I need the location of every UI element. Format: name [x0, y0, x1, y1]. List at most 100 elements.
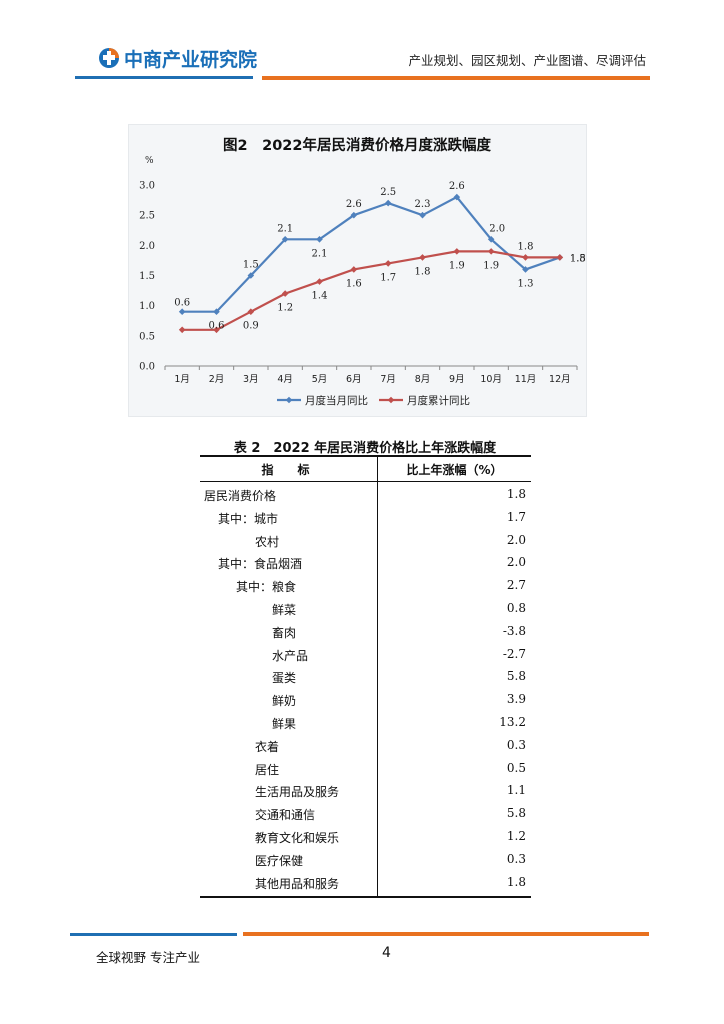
series-2-point: [178, 326, 186, 334]
table-row: 蛋类 5.8: [200, 669, 531, 691]
table-row-label: 居民消费价格: [204, 489, 277, 503]
table-row: 其他用品和服务 1.8: [200, 875, 531, 897]
series-2-point: [384, 260, 392, 267]
footer-slogan: 全球视野 专注产业: [96, 950, 200, 965]
table-row-value: 0.3: [506, 737, 526, 752]
y-tick-label: 1.0: [139, 301, 155, 312]
table-row-label: 鲜奶: [272, 694, 297, 709]
x-tick-label: 6月: [346, 374, 362, 385]
table-row-label: 其中：粮食: [236, 580, 297, 595]
logo-mark-icon: [98, 47, 120, 69]
table-row-value: 2.0: [506, 555, 526, 570]
series-2-data-label: 1.6: [346, 278, 362, 289]
table-row: 居民消费价格 1.8: [200, 487, 531, 509]
table-header-value: 比上年涨幅（%）: [406, 463, 503, 477]
x-tick-label: 8月: [415, 374, 431, 385]
series-1-data-label: 1.5: [570, 253, 586, 264]
table-row-label: 居住: [255, 762, 280, 777]
table-row: 鲜奶 3.9: [200, 692, 531, 714]
series-1-data-label: 2.6: [346, 199, 362, 210]
series-line-1: [182, 195, 561, 313]
series-2-data-label: 0.9: [243, 321, 259, 332]
x-tick-label: 1月: [174, 374, 190, 385]
series-2-point: [487, 248, 495, 255]
series-1-point: [350, 211, 358, 219]
footer-divider-orange: [243, 932, 649, 936]
series-1-point: [213, 308, 220, 315]
table-row: 衣着 0.3: [200, 738, 531, 760]
y-axis-unit: %: [145, 156, 154, 166]
series-1-data-label: 0.6: [209, 321, 225, 332]
chart-svg: 图2 2022年居民消费价格月度涨跌幅度% 0.0 0.5 1.0 1.5 2.0 2.5 3…: [139, 136, 586, 407]
table-row: 畜肉 -3.8: [200, 624, 531, 646]
x-tick-label: 12月: [549, 374, 571, 385]
table-row: 生活用品及服务 1.1: [200, 783, 531, 805]
series-2-data-label: 1.2: [277, 303, 293, 314]
series-line-2: [182, 250, 560, 331]
table-row: 其中：粮食 2.7: [200, 578, 531, 600]
table-row-label: 鲜果: [272, 717, 297, 731]
table-bottom-rule: [200, 896, 531, 898]
series-1-point: [281, 236, 289, 243]
x-tick-label: 11月: [515, 374, 537, 385]
table-row-label: 交通和通信: [255, 808, 316, 823]
table-row-label: 其中：食品烟酒: [218, 557, 303, 572]
table-row-value: 13.2: [499, 715, 526, 729]
y-tick-label: 0.5: [139, 331, 155, 342]
table-row-label: 农村: [255, 534, 280, 549]
series-2-point: [419, 254, 426, 261]
table-row: 农村 2.0: [200, 533, 531, 555]
table-row-value: 1.8: [506, 487, 526, 501]
header-divider-orange: [262, 76, 650, 80]
table-row-label: 教育文化和娱乐: [255, 831, 340, 845]
table-row-label: 鲜菜: [272, 603, 297, 617]
series-1-point: [178, 308, 186, 315]
series-1-data-label: 2.5: [380, 187, 396, 198]
table-row-label: 其中：城市: [218, 511, 279, 526]
table-row: 鲜果 13.2: [200, 715, 531, 737]
table-row-value: 5.8: [506, 669, 526, 684]
table-row: 其中：城市 1.7: [200, 510, 531, 532]
series-1-data-label: 2.1: [277, 223, 293, 234]
company-logo: 中商产业研究院: [98, 46, 257, 71]
legend-marker-1: [285, 396, 293, 404]
series-1-data-label: 0.6: [174, 298, 190, 309]
table-row-value: 0.5: [506, 760, 526, 775]
x-tick-label: 9月: [449, 374, 465, 385]
y-tick-label: 1.5: [139, 271, 155, 282]
series-2-data-label: 1.4: [312, 291, 328, 302]
series-1-data-label: 2.1: [312, 248, 328, 259]
table-row-label: 医疗保健: [255, 853, 304, 868]
footer-divider-blue: [70, 933, 237, 936]
table-top-rule: [200, 455, 531, 457]
table-row-value: 1.2: [506, 829, 526, 843]
table-row-value: 1.7: [506, 509, 526, 524]
series-2-point: [281, 290, 289, 297]
table-header-rule: [200, 481, 531, 482]
table-column-divider: [377, 457, 378, 896]
table-row-value: 3.9: [506, 692, 526, 707]
series-2-point: [316, 278, 323, 285]
y-tick-label: 3.0: [139, 181, 155, 192]
table-row-value: -2.7: [502, 646, 526, 661]
series-1-data-label: 1.5: [243, 260, 259, 271]
series-2-point: [522, 254, 529, 261]
table-row-value: -3.8: [502, 623, 526, 638]
table-row: 鲜菜 0.8: [200, 601, 531, 623]
series-2-point: [556, 254, 564, 261]
table-row-value: 2.7: [506, 578, 526, 593]
table-row-label: 水产品: [272, 648, 309, 663]
legend-label-2: 月度累计同比: [407, 394, 470, 407]
series-1-data-label: 2.0: [489, 223, 505, 234]
table-row: 教育文化和娱乐 1.2: [200, 829, 531, 851]
x-tick-label: 5月: [312, 374, 328, 385]
x-tick-label: 4月: [277, 374, 293, 385]
y-tick-label: 2.0: [139, 241, 155, 252]
legend-label-1: 月度当月同比: [305, 394, 368, 407]
series-2-point: [247, 308, 255, 315]
series-1-data-label: 2.3: [415, 199, 431, 210]
table-row-label: 生活用品及服务: [255, 785, 340, 800]
series-2-data-label: 1.9: [449, 260, 465, 271]
series-2-point: [213, 326, 220, 334]
y-tick-label: 2.5: [139, 211, 155, 222]
